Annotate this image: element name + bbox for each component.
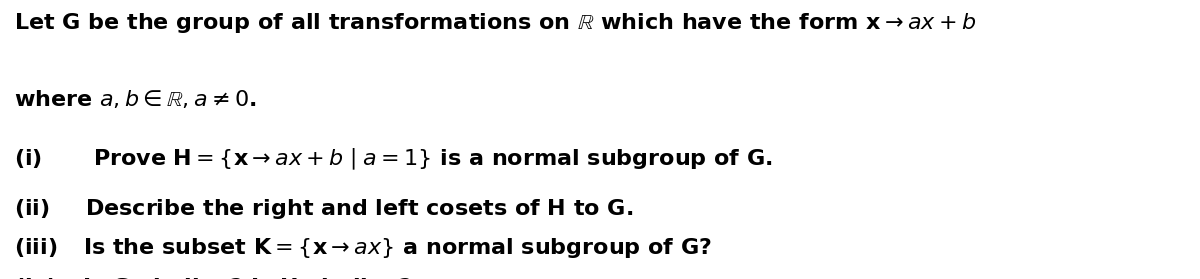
- Text: (iv)$\;\;\;$ Is $\mathbf{G}$ abelian? Is $\mathbf{H}$ abelian?: (iv)$\;\;\;$ Is $\mathbf{G}$ abelian? Is…: [14, 276, 412, 279]
- Text: (ii)$\quad\;$ Describe the right and left cosets of $\mathbf{H}$ to $\mathbf{G}$: (ii)$\quad\;$ Describe the right and lef…: [14, 197, 634, 221]
- Text: (iii)$\;\;\;$ Is the subset $\mathbf{K} = \{\mathbf{x} \rightarrow \mathbf{\math: (iii)$\;\;\;$ Is the subset $\mathbf{K} …: [14, 236, 713, 260]
- Text: (i)$\quad\quad$ Prove $\mathbf{H} = \{\mathbf{x} \rightarrow \mathbf{\mathit{ax}: (i)$\quad\quad$ Prove $\mathbf{H} = \{\m…: [14, 146, 773, 172]
- Text: where $\mathbf{\mathit{a}}, \mathbf{\mathit{b}} \in \mathbb{R}, \mathbf{\mathit{: where $\mathbf{\mathit{a}}, \mathbf{\mat…: [14, 88, 257, 110]
- Text: Let $\mathbf{G}$ be the group of all transformations on $\mathbb{R}$ which have : Let $\mathbf{G}$ be the group of all tra…: [14, 11, 977, 35]
